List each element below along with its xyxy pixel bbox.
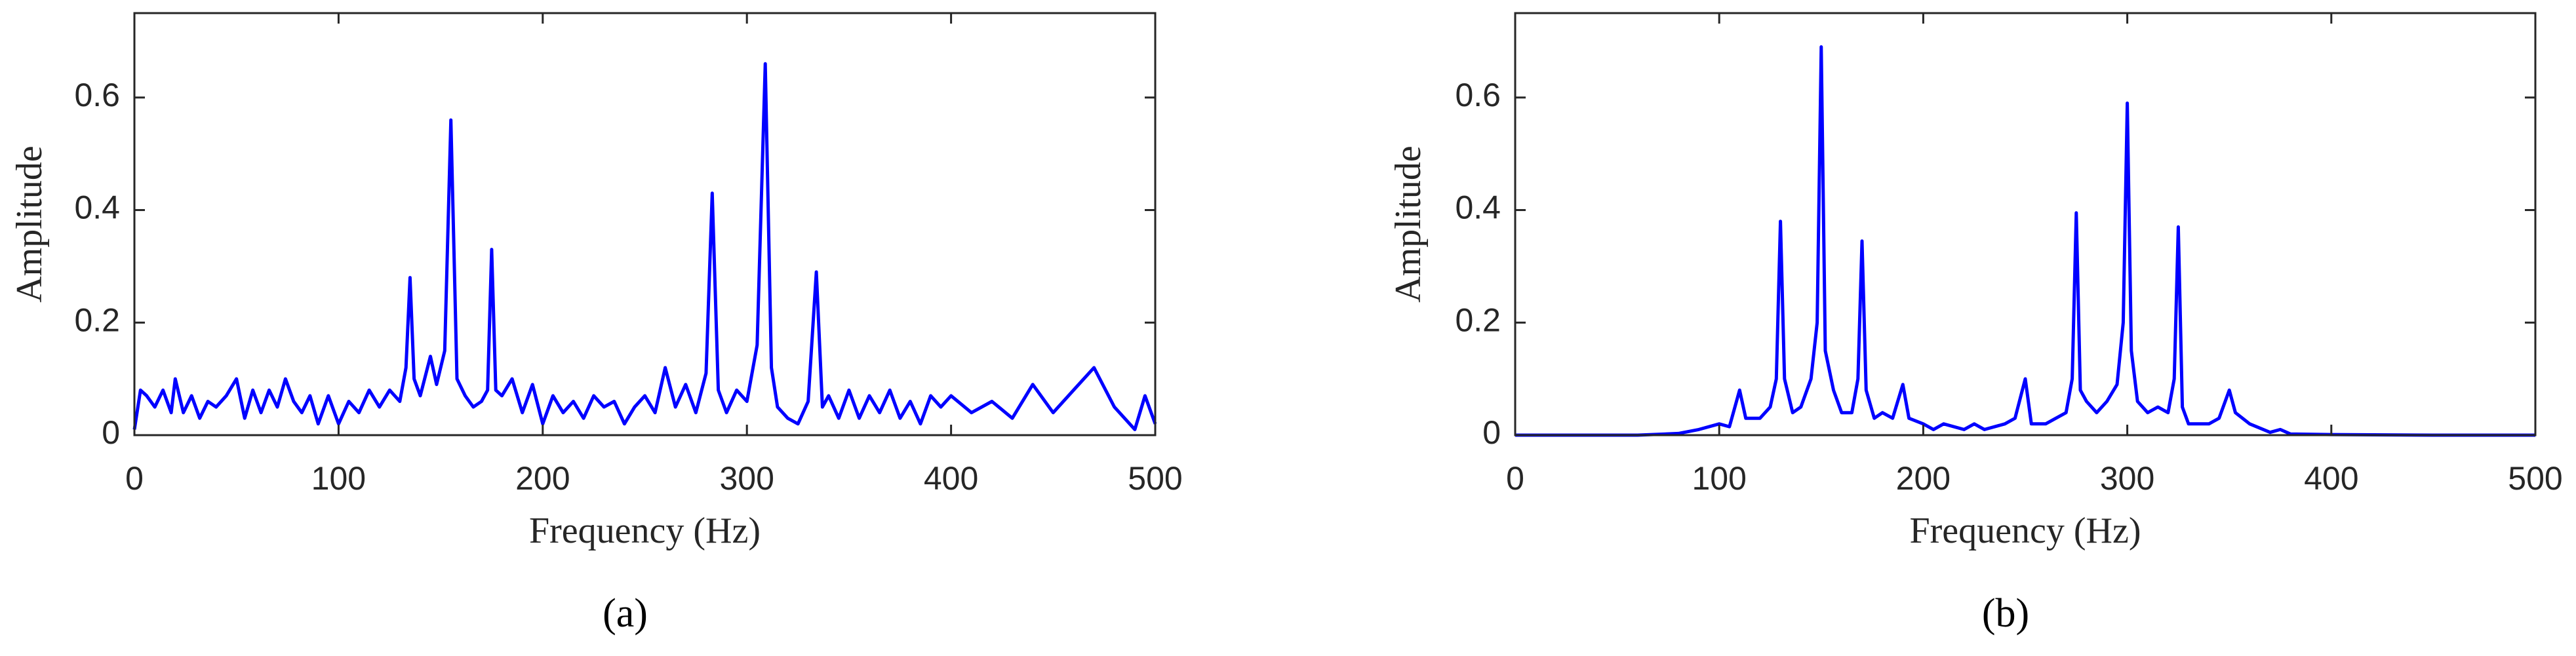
x-tick-label: 400 [2304, 460, 2358, 497]
y-tick-label: 0.6 [74, 77, 120, 113]
x-tick-label: 500 [1128, 460, 1182, 497]
caption: (a) [603, 591, 648, 636]
y-tick-label: 0.4 [74, 189, 120, 226]
y-tick-label: 0.2 [74, 301, 120, 338]
x-tick-label: 100 [1692, 460, 1746, 497]
y-axis-label: Amplitude [1388, 145, 1429, 303]
spectrum-line [1515, 45, 2535, 437]
x-tick-label: 200 [1896, 460, 1951, 497]
x-tick-label: 500 [2508, 460, 2562, 497]
x-axis-label: Frequency (Hz) [529, 511, 761, 551]
x-tick-label: 300 [2100, 460, 2154, 497]
plot-area [1515, 13, 2535, 435]
x-axis-label: Frequency (Hz) [1910, 511, 2141, 551]
x-tick-label: 0 [125, 460, 144, 497]
x-tick-label: 300 [719, 460, 774, 497]
x-tick-label: 400 [924, 460, 978, 497]
x-tick-label: 200 [515, 460, 570, 497]
caption: (b) [1982, 591, 2029, 636]
axes-box [1514, 12, 2537, 436]
x-tick-label: 0 [1506, 460, 1524, 497]
y-tick-label: 0.6 [1455, 77, 1501, 113]
y-axis-label: Amplitude [9, 145, 50, 303]
spectrum-line [132, 62, 1157, 431]
y-tick-label: 0 [102, 414, 120, 451]
y-tick-label: 0.2 [1455, 301, 1501, 338]
y-tick-label: 0 [1482, 414, 1501, 451]
x-tick-label: 100 [311, 460, 366, 497]
plot-area [134, 13, 1155, 435]
y-tick-label: 0.4 [1455, 189, 1501, 226]
axes-box [133, 12, 1157, 436]
